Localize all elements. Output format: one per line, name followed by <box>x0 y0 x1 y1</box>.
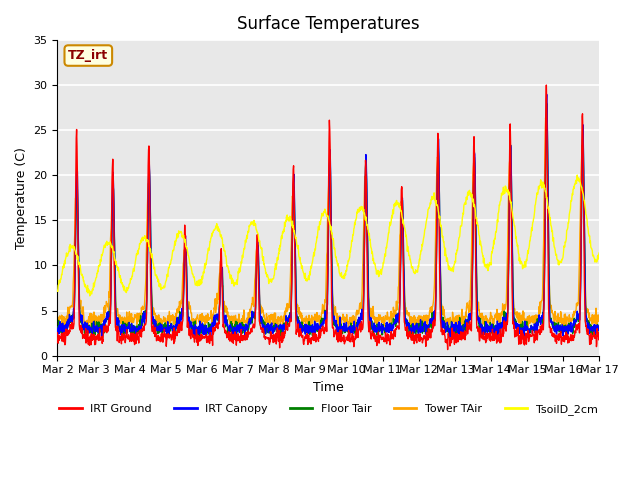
Y-axis label: Temperature (C): Temperature (C) <box>15 147 28 249</box>
Title: Surface Temperatures: Surface Temperatures <box>237 15 420 33</box>
Text: TZ_irt: TZ_irt <box>68 49 108 62</box>
Legend: IRT Ground, IRT Canopy, Floor Tair, Tower TAir, TsoilD_2cm: IRT Ground, IRT Canopy, Floor Tair, Towe… <box>55 400 602 420</box>
X-axis label: Time: Time <box>313 381 344 394</box>
